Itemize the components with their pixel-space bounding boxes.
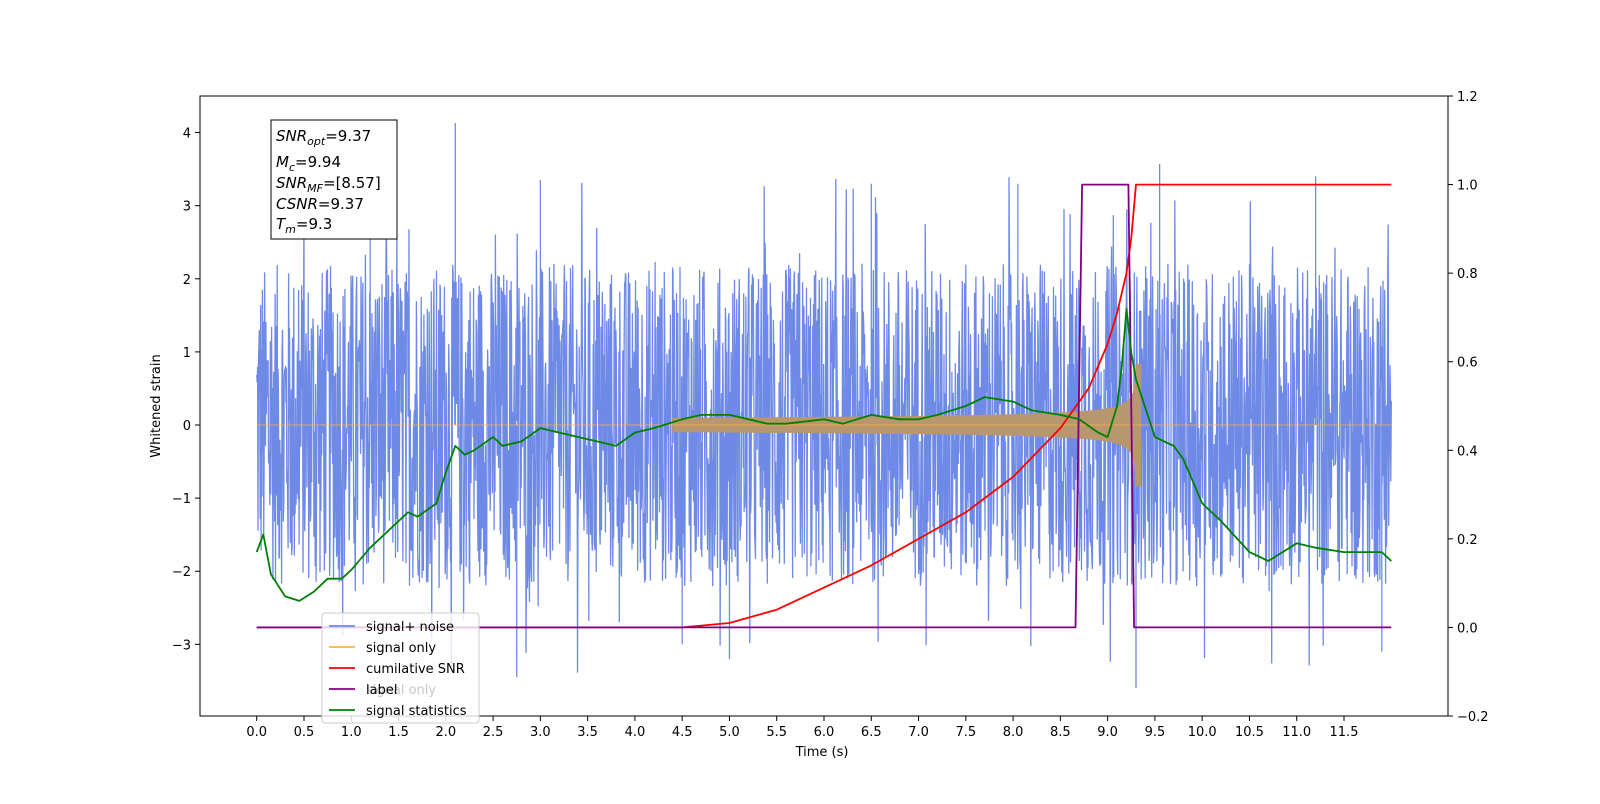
x-tick-label: 11.0 — [1282, 725, 1311, 740]
axis-ticks: 0.0 0.5 1.0 1.5 2.0 2.5 3.0 3.5 4.0 4.5 5.0 5.5 6.0 6… — [172, 90, 1489, 740]
annotation-line: CSNR=9.37 — [276, 195, 364, 213]
x-tick-label: 1.0 — [341, 725, 362, 740]
y2-tick-label: 1.2 — [1457, 90, 1478, 105]
x-tick-label: 4.5 — [672, 725, 693, 740]
series-signal-only — [672, 363, 1142, 487]
y-tick-label: −2 — [172, 565, 191, 580]
y-axis-label: Whitened strain — [149, 354, 164, 457]
x-tick-label: 8.0 — [1003, 725, 1024, 740]
legend-frame — [321, 612, 480, 724]
x-tick-label: 9.0 — [1097, 725, 1118, 740]
legend-label: signal only — [366, 641, 436, 656]
y-tick-label: 3 — [183, 200, 191, 215]
y2-tick-label: 0.8 — [1457, 267, 1478, 282]
legend-label: label — [366, 683, 397, 698]
x-tick-label: 4.0 — [625, 725, 646, 740]
annotation-line: Tm=9.3 — [276, 215, 332, 236]
y2-tick-label: 0.4 — [1457, 444, 1478, 459]
y-tick-label: −1 — [172, 492, 191, 507]
legend: signal+ noise signal only cumilative SNR… — [321, 612, 480, 724]
y2-tick-label: 0.2 — [1457, 533, 1478, 548]
series-cumulative-snr — [256, 183, 1392, 629]
y2-tick-label: 0.0 — [1457, 621, 1478, 636]
y2-tick-label: 1.0 — [1457, 179, 1478, 194]
x-tick-label: 6.5 — [861, 725, 882, 740]
annotation-box: SNRopt=9.37 Mc=9.94 SNRMF=[8.57] CSNR=9.… — [270, 119, 398, 240]
legend-label: cumilative SNR — [366, 662, 465, 677]
x-tick-label: 10.5 — [1235, 725, 1264, 740]
series-signal-noise — [256, 177, 1392, 673]
legend-label: signal statistics — [366, 704, 467, 719]
legend-label: signal+ noise — [366, 620, 454, 635]
x-tick-label: 7.0 — [908, 725, 929, 740]
x-tick-label: 1.5 — [388, 725, 409, 740]
x-tick-label: 0.5 — [294, 725, 315, 740]
annotation-line: Mc=9.94 — [276, 153, 341, 174]
annotation-line: SNRopt=9.37 — [276, 127, 371, 148]
series-signal-statistics — [255, 307, 1392, 602]
y-tick-label: 4 — [183, 127, 191, 142]
x-tick-label: 7.5 — [955, 725, 976, 740]
x-tick-label: 3.0 — [530, 725, 551, 740]
x-tick-label: 9.5 — [1145, 725, 1166, 740]
x-tick-label: 11.5 — [1330, 725, 1359, 740]
x-tick-label: 0.0 — [246, 725, 267, 740]
y-tick-label: −3 — [172, 638, 191, 653]
x-tick-label: 5.5 — [766, 725, 787, 740]
x-tick-label: 2.0 — [435, 725, 456, 740]
x-tick-label: 8.5 — [1050, 725, 1071, 740]
x-tick-label: 10.0 — [1188, 725, 1217, 740]
y-tick-label: 1 — [183, 346, 191, 361]
y2-tick-label: −0.2 — [1457, 710, 1489, 725]
y-tick-label: 0 — [183, 419, 191, 434]
series-label — [256, 183, 1392, 629]
x-tick-label: 2.5 — [483, 725, 504, 740]
y2-tick-label: 0.6 — [1457, 356, 1478, 371]
plot-area — [255, 123, 1392, 689]
x-tick-label: 3.5 — [577, 725, 598, 740]
annotation-line: SNRMF=[8.57] — [276, 174, 381, 195]
y-tick-label: 2 — [183, 273, 191, 288]
legend-label: signal only — [366, 683, 436, 698]
x-tick-label: 6.0 — [814, 725, 835, 740]
x-axis-label: Time (s) — [795, 745, 849, 760]
x-tick-label: 5.0 — [719, 725, 740, 740]
